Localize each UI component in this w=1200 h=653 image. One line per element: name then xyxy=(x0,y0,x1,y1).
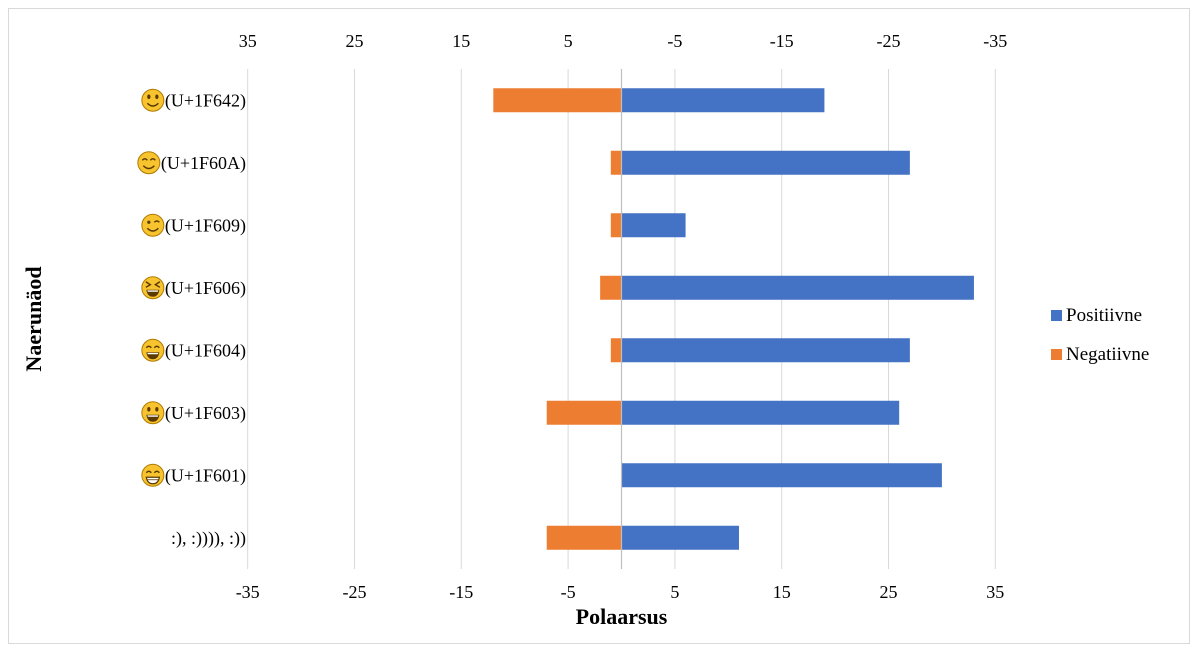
bar-negatiivne xyxy=(610,150,622,175)
bottom-tick-label: -15 xyxy=(449,582,473,602)
category-label: (U+1F606) xyxy=(165,278,246,299)
chart-frame: 35 25 15 5 -5 -15 -25 -35 -35 -25 -15 -5 5 15 25 35 (U… xyxy=(8,8,1190,644)
x-axis-title: Polaarsus xyxy=(576,604,668,629)
grinning-face-with-smiling-eyes-icon xyxy=(141,338,165,362)
bar-positiivne xyxy=(621,463,942,488)
bar-negatiivne xyxy=(610,213,622,238)
category-label: :), :)))), :)) xyxy=(171,528,246,549)
y-axis-title: Naerunäod xyxy=(21,266,46,371)
legend-label: Negatiivne xyxy=(1066,344,1149,365)
legend-swatch xyxy=(1051,349,1062,360)
bottom-tick-label: -25 xyxy=(343,582,367,602)
legend-item-positiivne: Positiivne xyxy=(1051,305,1142,326)
bottom-tick-label: 5 xyxy=(670,582,679,602)
bars xyxy=(493,88,974,550)
category-label: (U+1F603) xyxy=(165,403,246,424)
beaming-face-with-smiling-eyes-icon xyxy=(141,463,165,487)
smiling-face-with-smiling-eyes-icon xyxy=(137,151,161,175)
bar-negatiivne xyxy=(610,338,622,363)
top-tick-label: -25 xyxy=(877,31,901,51)
legend-swatch xyxy=(1051,310,1062,321)
bar-positiivne xyxy=(621,338,910,363)
bottom-tick-label: -35 xyxy=(236,582,260,602)
top-tick-label: -35 xyxy=(983,31,1007,51)
top-tick-label: 15 xyxy=(452,31,470,51)
bottom-tick-labels: -35 -25 -15 -5 5 15 25 35 xyxy=(236,582,1005,602)
category-label: (U+1F642) xyxy=(165,90,246,111)
category-label: (U+1F609) xyxy=(165,215,246,236)
legend: Positiivne Negatiivne xyxy=(1051,305,1149,365)
top-tick-label: 25 xyxy=(346,31,364,51)
bar-positiivne xyxy=(621,88,825,113)
category-label: (U+1F601) xyxy=(165,465,246,486)
legend-label: Positiivne xyxy=(1066,305,1142,326)
slightly-smiling-face-icon xyxy=(141,88,165,112)
top-tick-label: 35 xyxy=(239,31,257,51)
chart-svg: 35 25 15 5 -5 -15 -25 -35 -35 -25 -15 -5 5 15 25 35 (U… xyxy=(21,31,1149,629)
bar-positiivne xyxy=(621,275,974,300)
category-label: (U+1F60A) xyxy=(161,153,246,174)
winking-face-icon xyxy=(141,213,165,237)
bar-positiivne xyxy=(621,400,900,425)
bar-positiivne xyxy=(621,525,739,550)
bottom-tick-label: 35 xyxy=(986,582,1004,602)
bottom-tick-label: 25 xyxy=(880,582,898,602)
bar-negatiivne xyxy=(546,525,622,550)
top-tick-labels: 35 25 15 5 -5 -15 -25 -35 xyxy=(239,31,1008,51)
bottom-tick-label: 15 xyxy=(773,582,791,602)
bar-negatiivne xyxy=(600,275,622,300)
top-tick-label: -5 xyxy=(667,31,682,51)
legend-item-negatiivne: Negatiivne xyxy=(1051,344,1149,365)
top-tick-label: -15 xyxy=(770,31,794,51)
grinning-squinting-face-icon xyxy=(141,276,165,300)
bar-negatiivne xyxy=(493,88,622,113)
top-tick-label: 5 xyxy=(564,31,573,51)
bar-positiivne xyxy=(621,213,686,238)
grinning-face-with-big-eyes-icon xyxy=(141,401,165,425)
category-label: (U+1F604) xyxy=(165,340,246,361)
bottom-tick-label: -5 xyxy=(561,582,576,602)
bar-negatiivne xyxy=(546,400,622,425)
bar-positiivne xyxy=(621,150,910,175)
category-labels: (U+1F642) (U+1F60A) (U+1F609) (U+1F606) (U+1… xyxy=(137,88,246,549)
